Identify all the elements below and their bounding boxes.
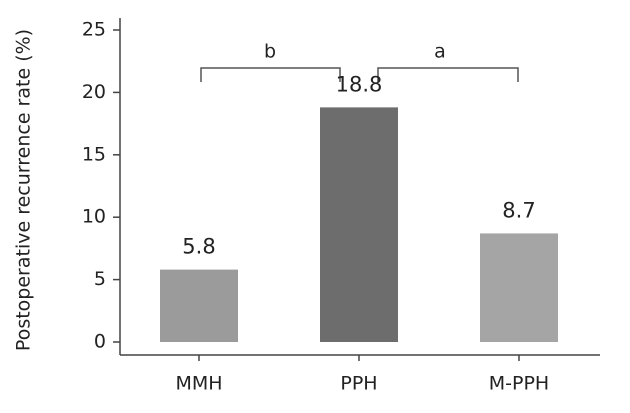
y-tick-label: 15 (82, 143, 106, 165)
data-label: 8.7 (502, 198, 535, 222)
data-label: 18.8 (336, 72, 383, 96)
annotation: b (264, 41, 276, 63)
bar (480, 233, 558, 342)
significance-bracket (200, 67, 341, 82)
x-tick-label: MMH (175, 373, 222, 395)
y-tick-label: 10 (82, 206, 106, 228)
y-tick-label: 20 (82, 81, 106, 103)
x-tick-label: PPH (340, 373, 377, 395)
x-tick-label: M-PPH (489, 373, 549, 395)
data-label: 5.8 (182, 235, 215, 259)
y-tick-label: 5 (94, 268, 106, 290)
bar (320, 107, 398, 342)
y-tick-label: 25 (82, 19, 106, 41)
significance-bracket (377, 67, 519, 82)
annotation: a (434, 41, 446, 63)
bar (160, 269, 238, 342)
y-axis-label: Postoperative recurrence rate (%) (13, 29, 35, 351)
y-tick-label: 0 (94, 331, 106, 353)
